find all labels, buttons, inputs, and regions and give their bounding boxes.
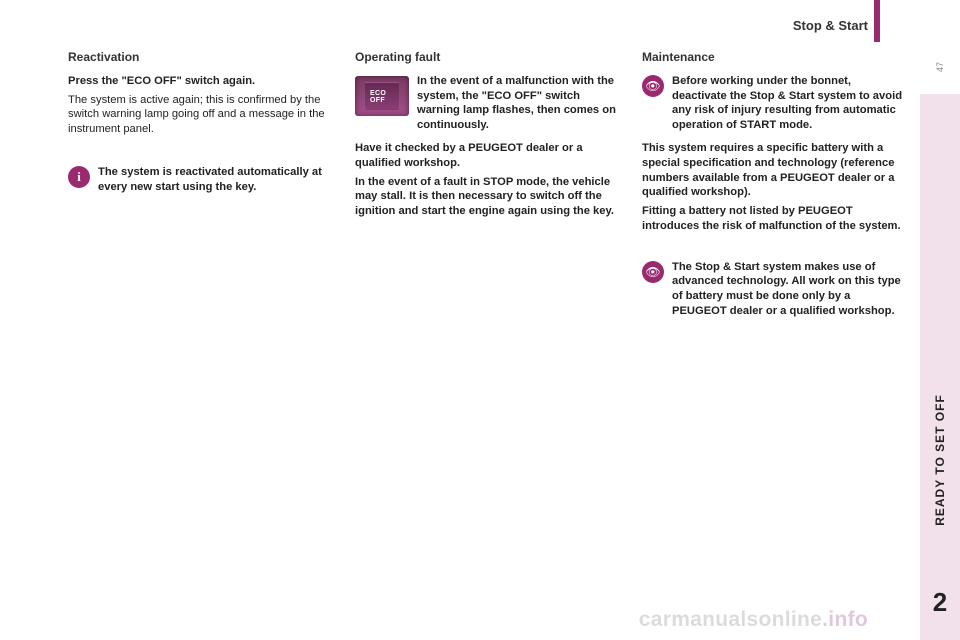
content-columns: Reactivation Press the "ECO OFF" switch … [68, 50, 908, 327]
section-header: Stop & Start [793, 18, 868, 33]
col2-body1: Have it checked by a PEUGEOT dealer or a… [355, 141, 620, 171]
col3-warn1-text: Before working under the bonnet, deactiv… [672, 75, 902, 131]
watermark-suffix: .info [822, 608, 868, 631]
col-reactivation: Reactivation Press the "ECO OFF" switch … [68, 50, 333, 327]
col2-body2: In the event of a fault in STOP mode, th… [355, 175, 620, 219]
col1-note: The system is reactivated automatically … [98, 165, 333, 195]
manual-page: Stop & Start Reactivation Press the "ECO… [0, 0, 920, 640]
col-operating-fault: Operating fault ECO OFF In the event of … [355, 50, 620, 327]
col3-warn2-block: The Stop & Start system makes use of adv… [642, 260, 907, 319]
col1-body: The system is active again; this is conf… [68, 93, 333, 137]
info-icon: i [68, 166, 90, 188]
col3-body2: Fitting a battery not listed by PEUGEOT … [642, 204, 907, 234]
col2-note1-text: In the event of a malfunction with the s… [417, 75, 616, 131]
eye-icon [642, 261, 664, 283]
rail-chapter: 2 [920, 587, 960, 618]
col1-note-block: i The system is reactivated automaticall… [68, 165, 333, 195]
col2-title: Operating fault [355, 50, 620, 66]
eco-off-button-graphic: ECO OFF [364, 82, 400, 110]
col2-note1: In the event of a malfunction with the s… [417, 74, 620, 133]
eye-icon [642, 75, 664, 97]
col3-warn1-block: Before working under the bonnet, deactiv… [642, 74, 907, 133]
col-maintenance: Maintenance Before working under the bon… [642, 50, 907, 327]
eco-label-1: ECO [370, 90, 386, 97]
col3-warn2-text: The Stop & Start system makes use of adv… [672, 261, 901, 317]
eco-label-2: OFF [370, 97, 385, 104]
rail-label-wrap: READY TO SET OFF [920, 360, 960, 560]
rail-top: 47 [920, 0, 960, 94]
col1-title: Reactivation [68, 50, 333, 66]
col3-warn2: The Stop & Start system makes use of adv… [672, 260, 907, 319]
col1-note-text: The system is reactivated automatically … [98, 166, 322, 193]
eco-off-switch-photo: ECO OFF [355, 76, 409, 116]
col2-eco-block: ECO OFF In the event of a malfunction wi… [355, 74, 620, 133]
watermark: carmanualsonline.info [639, 608, 868, 632]
col1-lead: Press the "ECO OFF" switch again. [68, 74, 333, 89]
watermark-main: carmanualsonline [639, 608, 822, 631]
col3-body1: This system requires a specific battery … [642, 141, 907, 200]
col3-warn1: Before working under the bonnet, deactiv… [672, 74, 907, 133]
rail-pink: READY TO SET OFF 2 [920, 94, 960, 640]
right-rail: 47 READY TO SET OFF 2 [920, 0, 960, 640]
page-number: 47 [935, 47, 945, 87]
accent-bar [874, 0, 880, 42]
rail-label: READY TO SET OFF [933, 394, 947, 526]
col3-title: Maintenance [642, 50, 907, 66]
